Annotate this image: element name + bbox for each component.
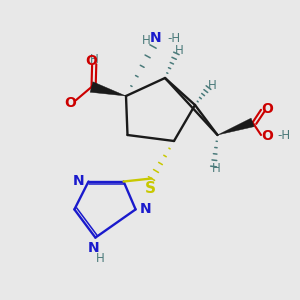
Polygon shape — [90, 82, 126, 96]
Text: H: H — [175, 44, 184, 58]
Text: H: H — [212, 162, 220, 175]
Text: O: O — [85, 54, 97, 68]
Text: N: N — [140, 202, 151, 216]
Text: -H: -H — [277, 129, 290, 142]
Text: H: H — [95, 251, 104, 265]
Text: -H: -H — [167, 32, 181, 45]
Text: N: N — [88, 241, 100, 255]
Text: O: O — [261, 129, 273, 142]
Text: S: S — [145, 181, 155, 196]
Text: O: O — [64, 96, 76, 110]
Text: N: N — [73, 174, 84, 188]
Text: H: H — [89, 53, 98, 66]
Text: O: O — [261, 102, 273, 116]
Text: H: H — [208, 79, 217, 92]
Text: N: N — [150, 32, 161, 45]
Text: H: H — [142, 34, 151, 47]
Polygon shape — [218, 118, 254, 135]
